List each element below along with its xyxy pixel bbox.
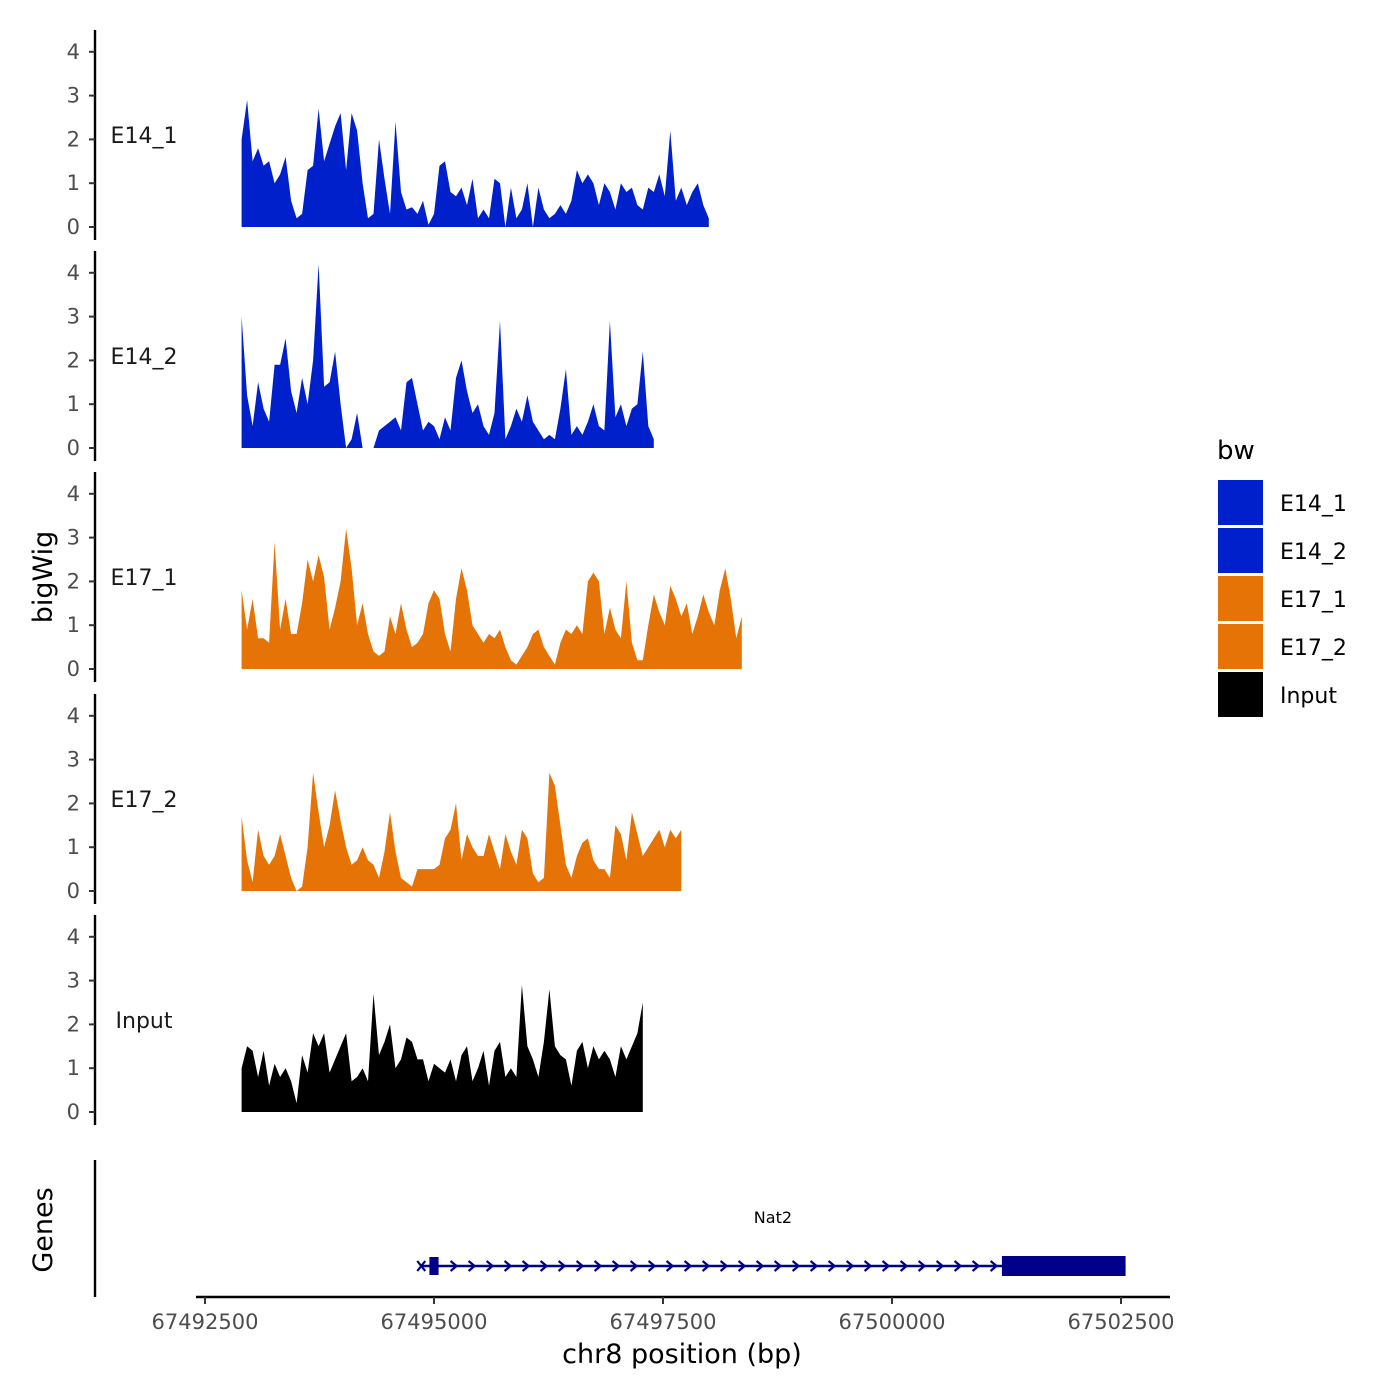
signal-area-E14_1 [241,100,709,227]
track-E14_2: 0 1 2 3 4 E14_2 [67,251,654,461]
legend-label: E17_2 [1280,636,1347,661]
strand-chevron [755,1260,765,1272]
y-tick-label: 1 [67,171,80,195]
gene-exon [429,1257,439,1275]
legend-label: E17_1 [1280,588,1347,613]
y-tick-label: 1 [67,835,80,859]
y-tick-label: 1 [67,613,80,637]
y-tick-label: 4 [67,40,80,64]
strand-chevron [701,1260,711,1272]
x-tick-label: 67492500 [152,1310,259,1334]
signal-area-E17_2 [241,772,682,891]
gene-coding-exon [1001,1256,1126,1276]
y-tick-label: 2 [67,1012,80,1036]
y-tick-label: 0 [67,215,80,239]
strand-chevron [521,1260,531,1272]
y-tick-label: 3 [67,969,80,993]
track-E17_2: 0 1 2 3 4 E17_2 [67,694,682,904]
y-axis-title: bigWig [28,531,59,624]
legend-label: E14_2 [1280,540,1347,565]
y-tick-label: 2 [67,127,80,151]
strand-chevron [989,1260,999,1272]
y-tick-label: 0 [67,657,80,681]
y-tick-label: 4 [67,925,80,949]
strand-chevron [539,1260,549,1272]
y-tick-label: 0 [67,1100,80,1124]
strand-chevron [719,1260,729,1272]
strand-chevron [863,1260,873,1272]
strand-chevron [899,1260,909,1272]
legend: bw E14_1 E14_2 E17_1 E17_2 Input [1217,436,1347,717]
track-label: E17_2 [111,788,178,813]
strand-chevron [827,1260,837,1272]
strand-chevron [557,1260,567,1272]
strand-chevron [629,1260,639,1272]
strand-chevron [809,1260,819,1272]
strand-chevron [737,1260,747,1272]
signal-area-Input [241,985,643,1112]
strand-chevron [683,1260,693,1272]
track-label: E14_1 [111,124,178,149]
gene-start-cap [416,1260,427,1272]
gene-label: Nat2 [754,1208,792,1227]
legend-label: E14_1 [1280,492,1347,517]
y-tick-label: 2 [67,791,80,815]
y-tick-label: 3 [67,84,80,108]
strand-chevron [881,1260,891,1272]
gene-axis-title: Genes [28,1187,59,1272]
y-tick-label: 0 [67,879,80,903]
strand-chevron [917,1260,927,1272]
strand-chevron [485,1260,495,1272]
y-tick-label: 1 [67,1056,80,1080]
tracks-layer: 0 1 2 3 4 E14_1 0 1 2 3 4 E14_2 0 1 2 3 4 E17_1 0 1 2 3 4 E17_2… [67,30,742,1125]
x-axis-title: chr8 position (bp) [562,1339,802,1370]
y-tick-label: 4 [67,482,80,506]
legend-label: Input [1280,684,1337,709]
y-tick-label: 4 [67,704,80,728]
y-tick-label: 3 [67,305,80,329]
track-E14_1: 0 1 2 3 4 E14_1 [67,30,709,240]
track-Input: 0 1 2 3 4 Input [67,915,643,1125]
y-tick-label: 3 [67,748,80,772]
x-tick-label: 67500000 [839,1310,946,1334]
strand-chevron [773,1260,783,1272]
legend-key-E14_1 [1218,480,1263,525]
strand-chevron [593,1260,603,1272]
legend-key-E14_2 [1218,528,1263,573]
strand-chevron [971,1260,981,1272]
y-tick-label: 3 [67,526,80,550]
legend-key-E17_2 [1218,624,1263,669]
strand-chevron [467,1260,477,1272]
x-tick-label: 67495000 [381,1310,488,1334]
track-E17_1: 0 1 2 3 4 E17_1 [67,472,742,682]
track-label: E17_1 [111,566,178,591]
y-tick-label: 2 [67,569,80,593]
strand-chevron [575,1260,585,1272]
y-tick-label: 1 [67,392,80,416]
strand-chevron [449,1260,459,1272]
gene-track: Nat2 [93,1160,1126,1297]
signal-area-E17_1 [241,528,742,669]
strand-chevron [791,1260,801,1272]
legend-key-E17_1 [1218,576,1263,621]
y-tick-label: 0 [67,436,80,460]
strand-chevron [647,1260,657,1272]
track-label: E14_2 [111,345,178,370]
legend-key-Input [1218,672,1263,717]
track-label: Input [116,1009,173,1034]
strand-chevron [953,1260,963,1272]
y-tick-label: 2 [67,348,80,372]
x-axis: 67492500 67495000 67497500 67500000 67502500 [152,1295,1175,1334]
strand-chevron [845,1260,855,1272]
signal-area-E14_2 [241,264,654,448]
legend-title: bw [1217,436,1255,466]
strand-chevron [611,1260,621,1272]
strand-chevron [665,1260,675,1272]
x-tick-label: 67502500 [1068,1310,1175,1334]
x-tick-label: 67497500 [610,1310,717,1334]
strand-chevron [503,1260,513,1272]
y-tick-label: 4 [67,261,80,285]
strand-chevron [935,1260,945,1272]
